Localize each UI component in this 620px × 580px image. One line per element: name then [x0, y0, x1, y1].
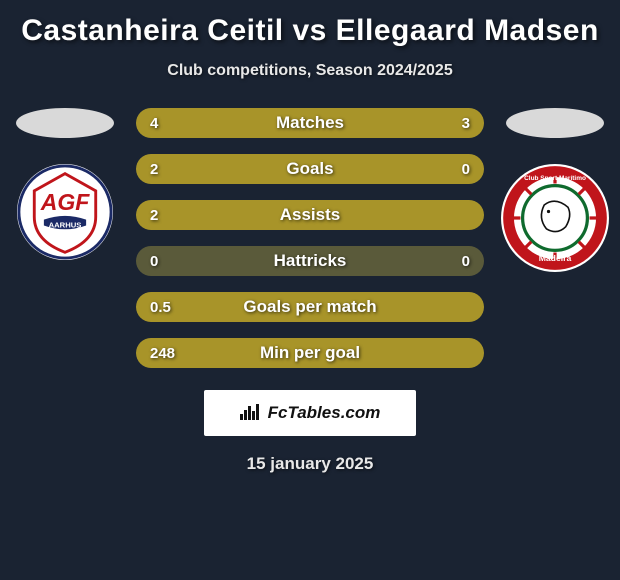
stat-label: Assists — [136, 205, 484, 225]
stat-bars: Matches43Goals20Assists2Hattricks00Goals… — [130, 108, 490, 368]
stat-value-left: 4 — [150, 115, 158, 132]
comparison-card: Castanheira Ceitil vs Ellegaard Madsen C… — [0, 0, 620, 484]
stat-value-right: 0 — [462, 161, 470, 178]
stat-value-left: 0.5 — [150, 299, 171, 316]
stat-row: Matches4 3 — [136, 108, 484, 138]
stat-label: Min per goal — [136, 343, 484, 363]
club-badge-left: AGF AARHUS — [17, 164, 113, 260]
stat-value-right: 3 — [462, 115, 470, 132]
stat-row: Goals2 0 — [136, 154, 484, 184]
page-title: Castanheira Ceitil vs Ellegaard Madsen — [21, 14, 599, 48]
date: 15 january 2025 — [247, 454, 374, 474]
player-photo-placeholder-left — [16, 108, 114, 138]
subtitle: Club competitions, Season 2024/2025 — [167, 62, 452, 80]
stat-label: Goals per match — [136, 297, 484, 317]
stat-row: Goals per match0.5 — [136, 292, 484, 322]
stat-value-left: 0 — [150, 253, 158, 270]
stat-row: Min per goal248 — [136, 338, 484, 368]
stat-value-right: 0 — [462, 253, 470, 270]
stat-label: Hattricks — [136, 251, 484, 271]
svg-text:AGF: AGF — [40, 189, 91, 215]
content-area: AGF AARHUS Matches43Goals20Assists2Hattr… — [0, 108, 620, 368]
source-attribution: FcTables.com — [204, 390, 416, 436]
svg-text:AARHUS: AARHUS — [49, 220, 82, 229]
stat-value-left: 248 — [150, 345, 175, 362]
agf-crest-icon: AGF AARHUS — [17, 164, 113, 260]
left-player-col: AGF AARHUS — [0, 108, 130, 368]
stat-row: Assists2 — [136, 200, 484, 230]
stat-value-left: 2 — [150, 161, 158, 178]
stat-row: Hattricks0 0 — [136, 246, 484, 276]
club-badge-right: Madeira Club Sport Marítimo — [501, 164, 609, 272]
player-photo-placeholder-right — [506, 108, 604, 138]
right-player-col: Madeira Club Sport Marítimo — [490, 108, 620, 368]
svg-text:Madeira: Madeira — [539, 253, 572, 263]
maritimo-crest-icon: Madeira Club Sport Marítimo — [501, 164, 609, 272]
stat-label: Goals — [136, 159, 484, 179]
stat-value-left: 2 — [150, 207, 158, 224]
fctables-logo-icon — [240, 402, 262, 425]
source-brand: FcTables.com — [268, 403, 381, 423]
stat-label: Matches — [136, 113, 484, 133]
svg-text:Club Sport Marítimo: Club Sport Marítimo — [524, 175, 586, 182]
